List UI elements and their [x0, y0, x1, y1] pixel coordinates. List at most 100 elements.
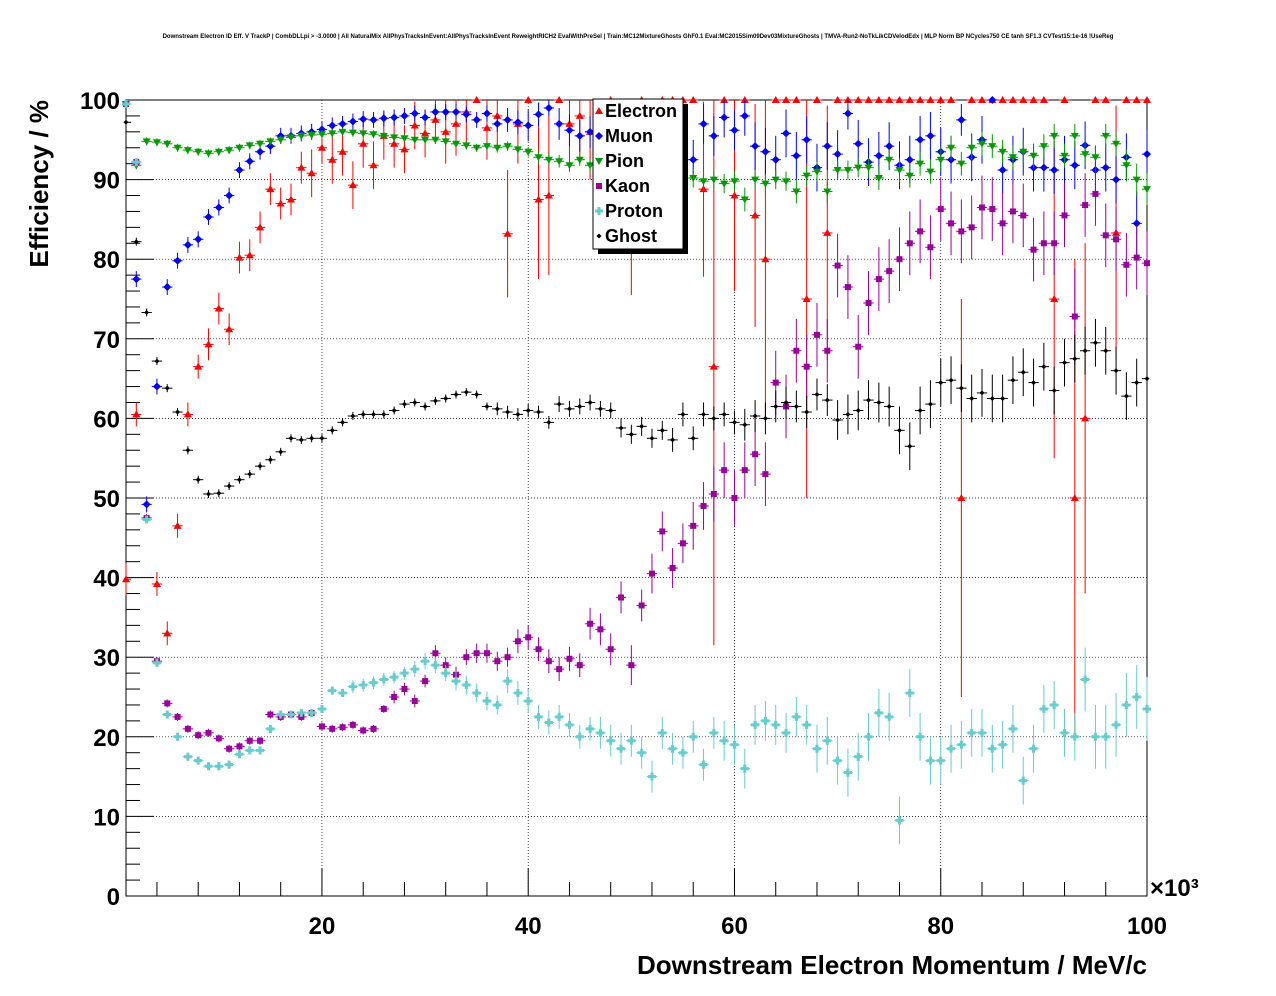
data-point [163, 140, 172, 148]
data-point [720, 113, 729, 122]
data-point [886, 403, 892, 409]
data-point [1091, 154, 1100, 162]
data-point [1101, 163, 1110, 172]
data-point [245, 142, 254, 150]
data-point [236, 743, 243, 750]
data-point [710, 491, 717, 498]
data-point [122, 99, 130, 108]
data-point [1101, 132, 1110, 140]
data-point [1143, 96, 1151, 103]
data-point [371, 411, 377, 417]
data-point [874, 151, 883, 160]
data-point [390, 673, 399, 682]
legend-marker-pion [595, 158, 603, 165]
x-multiplier: ×10³ [1150, 875, 1199, 902]
data-point [720, 180, 729, 188]
data-point [977, 96, 986, 103]
data-point [895, 816, 904, 825]
data-point [534, 110, 543, 119]
data-point [225, 760, 234, 769]
data-point [1113, 236, 1120, 243]
data-point [400, 669, 409, 678]
data-point [1051, 240, 1058, 247]
data-point [154, 358, 160, 364]
data-point [577, 403, 583, 409]
data-point [1039, 143, 1048, 151]
x-tick-label: 100 [1127, 913, 1167, 940]
data-point [1091, 732, 1100, 741]
data-point [411, 697, 418, 704]
data-point [555, 96, 564, 103]
data-point [391, 694, 398, 700]
data-point [937, 206, 944, 213]
data-point [360, 727, 367, 734]
data-point [1122, 96, 1131, 103]
data-point [845, 411, 851, 417]
data-point [164, 385, 170, 391]
series-proton [122, 99, 1151, 845]
data-point [874, 96, 883, 103]
data-point [226, 483, 232, 489]
data-point [874, 175, 883, 183]
data-point [493, 700, 502, 709]
data-point [546, 419, 552, 425]
data-point [555, 119, 564, 128]
data-point [926, 756, 935, 765]
data-point [339, 724, 346, 731]
data-point [225, 191, 234, 200]
data-point [266, 142, 275, 151]
data-point [204, 340, 213, 348]
data-point [555, 712, 564, 721]
data-point [813, 331, 820, 338]
data-point [309, 435, 315, 441]
data-point [835, 417, 841, 423]
data-point [379, 675, 388, 684]
data-point [215, 735, 222, 742]
data-point [989, 206, 996, 213]
data-point [256, 147, 265, 156]
data-point [307, 708, 316, 717]
data-point [761, 255, 770, 263]
data-point [1031, 380, 1037, 386]
data-point [504, 654, 511, 661]
data-point [338, 689, 347, 698]
data-point [741, 467, 748, 474]
data-point [1082, 348, 1088, 354]
data-point [751, 720, 760, 729]
data-point [689, 155, 698, 164]
data-point [948, 220, 955, 227]
data-point [586, 162, 595, 170]
data-point [916, 160, 925, 168]
data-point [721, 411, 727, 417]
data-point [1081, 675, 1090, 684]
data-point [317, 131, 326, 139]
data-point [493, 144, 502, 152]
data-point [257, 737, 264, 744]
data-point [1091, 96, 1100, 103]
data-point [1041, 364, 1047, 370]
data-point [410, 121, 419, 129]
data-point [618, 594, 625, 601]
data-point [185, 447, 191, 453]
data-point [699, 119, 708, 128]
data-point [390, 139, 399, 147]
data-point [338, 147, 347, 155]
data-point [1051, 388, 1057, 394]
data-point [1081, 151, 1090, 159]
data-point [843, 768, 852, 777]
data-point [843, 167, 852, 175]
data-point [1143, 150, 1151, 159]
data-point [628, 431, 634, 437]
data-point [720, 96, 729, 103]
data-point [690, 435, 696, 441]
data-point [410, 109, 419, 118]
data-point [969, 396, 975, 401]
data-point [297, 708, 306, 717]
data-point [771, 155, 780, 164]
data-point [1019, 776, 1028, 785]
data-point [194, 235, 203, 244]
data-point [266, 185, 275, 193]
data-point [1143, 186, 1151, 194]
data-point [1008, 724, 1017, 733]
data-point [844, 284, 851, 291]
